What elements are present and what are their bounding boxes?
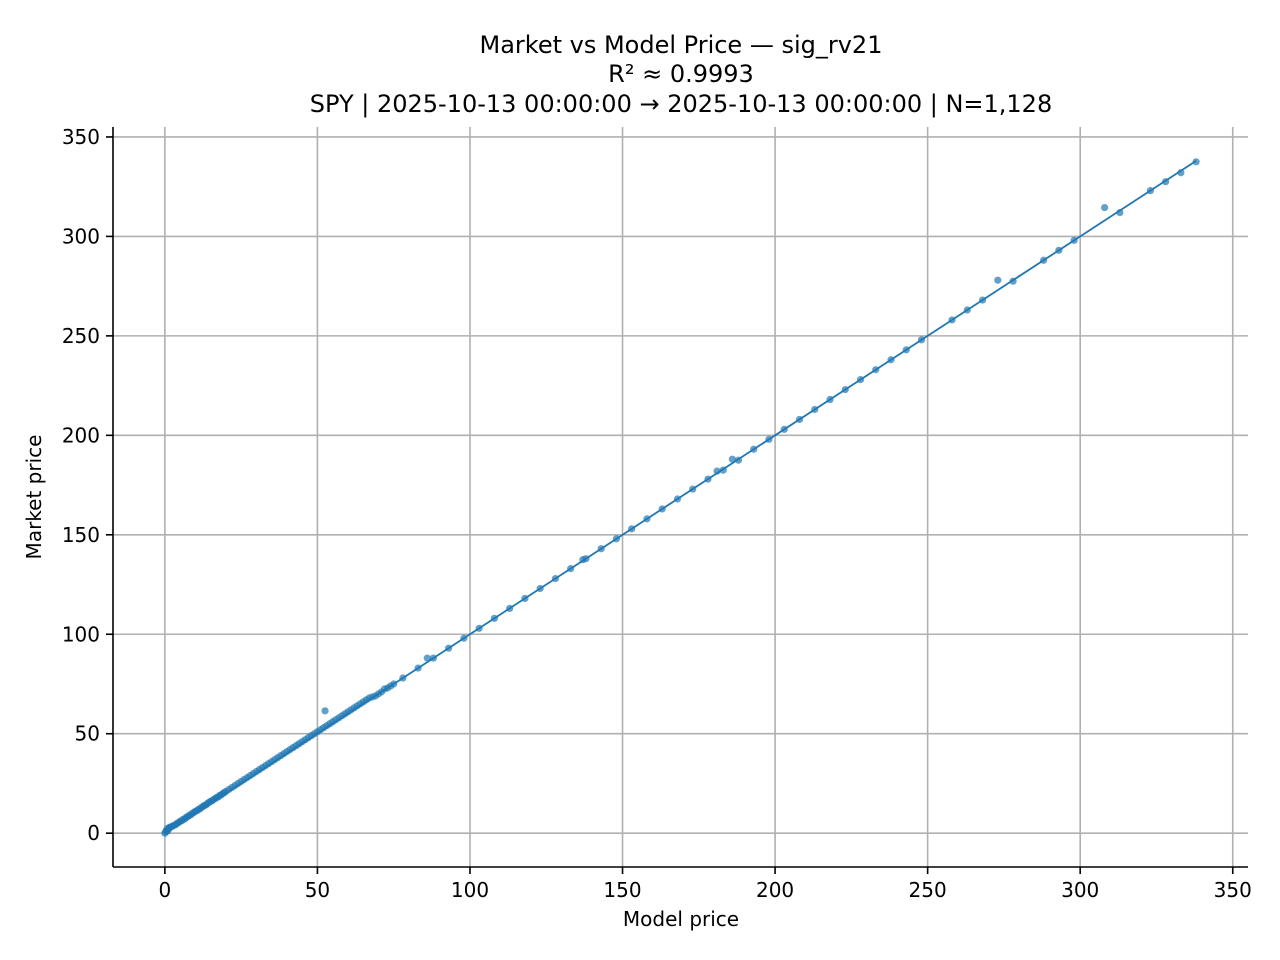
data-point — [713, 467, 721, 475]
x-tick-label: 50 — [305, 878, 330, 902]
y-tick-label: 200 — [62, 423, 100, 447]
data-point — [490, 614, 498, 622]
y-tick-label: 0 — [87, 821, 100, 845]
data-point — [826, 395, 834, 404]
data-point — [658, 505, 666, 513]
y-tick-label: 50 — [75, 722, 100, 746]
chart-subtitle-r2: R² ≈ 0.9993 — [608, 60, 754, 88]
data-point — [414, 664, 422, 672]
data-point — [582, 555, 590, 563]
data-point — [872, 366, 880, 374]
data-point — [902, 346, 910, 354]
x-tick-label: 150 — [603, 878, 641, 902]
data-point — [423, 654, 431, 662]
y-tick-label: 100 — [62, 622, 100, 646]
x-tick-label: 250 — [909, 878, 947, 902]
data-point — [1070, 236, 1078, 244]
x-axis-label: Model price — [623, 907, 739, 931]
x-axis-ticks: 0 50 100 150 200 250 300 350 — [159, 867, 1252, 902]
x-tick-label: 100 — [451, 878, 489, 902]
data-point — [765, 435, 773, 443]
data-point — [719, 466, 727, 474]
x-tick-label: 300 — [1061, 878, 1099, 902]
data-point — [856, 376, 865, 384]
x-tick-label: 0 — [159, 878, 172, 902]
data-point — [1162, 178, 1170, 186]
data-point — [780, 425, 788, 433]
y-axis-ticks: 0 50 100 150 200 250 300 350 — [62, 125, 113, 845]
data-point — [917, 336, 926, 344]
data-point — [1055, 246, 1063, 254]
data-point — [390, 680, 398, 688]
y-tick-label: 250 — [62, 324, 100, 348]
data-point — [811, 405, 819, 414]
y-tick-label: 300 — [62, 224, 100, 248]
chart-title: Market vs Model Price — sig_rv21 — [480, 31, 883, 59]
data-point — [536, 584, 544, 593]
data-point — [673, 495, 682, 503]
data-points — [161, 158, 1200, 837]
data-point — [1009, 277, 1017, 285]
data-point — [1039, 256, 1048, 264]
data-point — [750, 445, 758, 453]
y-tick-label: 150 — [62, 523, 100, 547]
data-point — [728, 455, 736, 463]
axes — [112, 127, 1248, 868]
data-point — [1146, 187, 1154, 195]
data-point — [521, 594, 529, 603]
data-point — [506, 604, 514, 612]
data-point — [1100, 203, 1109, 212]
data-point — [978, 296, 987, 304]
data-point — [567, 565, 575, 573]
data-point — [1192, 158, 1200, 166]
data-point — [795, 415, 804, 424]
data-point — [1177, 169, 1185, 177]
data-point — [460, 634, 468, 642]
x-tick-label: 200 — [756, 878, 794, 902]
y-axis-label: Market price — [22, 435, 46, 560]
data-point — [612, 535, 621, 543]
data-point — [643, 515, 651, 523]
data-point — [429, 654, 437, 662]
data-point — [1116, 208, 1124, 217]
data-point — [887, 356, 895, 364]
data-point — [734, 456, 743, 464]
x-tick-label: 350 — [1214, 878, 1252, 902]
data-point — [551, 574, 560, 583]
data-point — [704, 475, 712, 483]
data-point — [475, 624, 483, 632]
data-point — [597, 545, 605, 553]
y-tick-label: 350 — [62, 125, 100, 149]
grid-lines — [113, 127, 1248, 867]
data-point — [628, 525, 636, 533]
data-point — [841, 385, 849, 394]
data-point — [399, 674, 407, 682]
data-point — [994, 276, 1002, 284]
data-point — [445, 644, 453, 652]
data-point — [689, 485, 697, 493]
chart-subtitle-range: SPY | 2025-10-13 00:00:00 → 2025-10-13 0… — [310, 90, 1052, 118]
data-point — [963, 306, 971, 314]
data-point — [321, 707, 329, 715]
data-point — [948, 316, 956, 324]
